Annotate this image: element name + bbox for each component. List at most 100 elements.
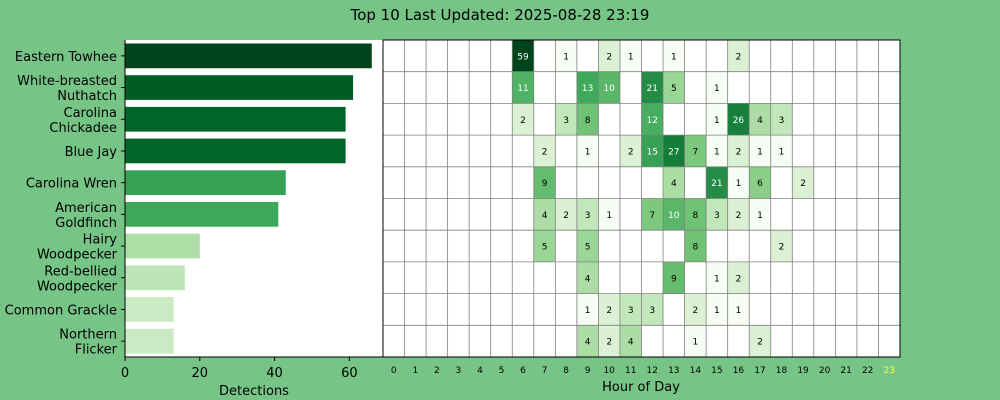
heatmap-cell — [727, 135, 750, 167]
hour-tick-label: 16 — [733, 366, 745, 376]
heatmap-cell-label: 15 — [647, 147, 658, 157]
heatmap-cell — [576, 261, 599, 294]
heatmap-cell — [663, 166, 685, 199]
heatmap-cell-label: 2 — [779, 243, 785, 253]
bar-category-label: Eastern Towhee — [15, 50, 117, 65]
hour-tick-label: 13 — [668, 366, 679, 376]
bar — [125, 75, 354, 100]
heatmap-cell — [598, 71, 620, 104]
heatmap-cell — [684, 135, 707, 167]
heatmap-cell — [663, 40, 685, 72]
heatmap-cell-label: 2 — [736, 52, 742, 62]
bar-x-axis-label: Detections — [219, 384, 289, 399]
heatmap-frame — [382, 39, 901, 358]
heatmap-cell-label: 1 — [671, 52, 677, 62]
heatmap-cell-label: 2 — [800, 179, 806, 189]
bar-category-label: Carolina Wren — [26, 177, 117, 192]
heatmap-cell — [663, 135, 685, 167]
chart-title: Top 10 Last Updated: 2025-08-28 23:19 — [350, 6, 650, 24]
bar — [125, 233, 200, 259]
heatmap-cell — [727, 261, 750, 294]
bar-category-label: Common Grackle — [5, 303, 117, 318]
heatmap-cell-label: 4 — [585, 338, 591, 348]
hour-tick-label: 1 — [412, 366, 418, 376]
heatmap-cell — [598, 40, 620, 72]
heatmap-cell — [749, 135, 771, 167]
heatmap-cell — [512, 40, 534, 72]
hour-tick-label: 23 — [884, 366, 895, 376]
heatmap-cell-label: 8 — [692, 243, 698, 253]
heatmap-cell — [706, 135, 728, 167]
hour-tick-label: 10 — [603, 366, 615, 376]
heatmap-cell-label: 1 — [714, 116, 720, 126]
heatmap-cell-label: 1 — [714, 84, 720, 94]
heatmap-cell — [663, 261, 685, 294]
bar-category-label-line: Goldfinch — [55, 216, 117, 231]
hour-tick-label: 17 — [754, 366, 765, 376]
heatmap-cell-label: 3 — [714, 211, 720, 221]
hour-tick-label: 9 — [585, 366, 591, 376]
heatmap-cell — [706, 71, 728, 104]
hour-tick-label: 20 — [819, 366, 831, 376]
bar-category-label-line: Woodpecker — [37, 279, 118, 294]
heatmap-cell-label: 2 — [563, 211, 569, 221]
heatmap-cell-label: 1 — [714, 274, 720, 284]
heatmap-cell — [576, 135, 599, 167]
heatmap-cell — [770, 135, 793, 167]
bar — [125, 297, 174, 322]
heatmap-cell-label: 26 — [733, 116, 745, 126]
heatmap-cell-label: 1 — [714, 306, 720, 316]
heatmap-cell-label: 21 — [647, 84, 658, 94]
hour-tick-label: 7 — [542, 366, 548, 376]
bar — [125, 201, 279, 227]
heatmap-cell-label: 1 — [757, 147, 763, 157]
heatmap-cell — [684, 325, 707, 357]
bar — [125, 138, 346, 164]
hour-tick-label: 2 — [434, 366, 440, 376]
bar-x-tick-label: 20 — [192, 366, 209, 381]
bar-category-label: Red-bellied Woodpecker — [37, 264, 118, 294]
heatmap-cell — [727, 198, 750, 231]
heatmap-cell — [727, 166, 750, 199]
heatmap-cell — [576, 71, 599, 104]
heatmap-cell — [770, 103, 793, 136]
heatmap-cell-label: 2 — [520, 116, 526, 126]
heatmap-cell — [641, 198, 664, 231]
heatmap-cell — [706, 198, 728, 231]
heatmap-cell-label: 2 — [542, 147, 548, 157]
heatmap-cell-label: 7 — [649, 211, 655, 221]
heatmap-cell — [706, 103, 728, 136]
bar-category-label-line: Chickadee — [49, 121, 117, 136]
bar — [125, 328, 174, 354]
heatmap-cell-label: 4 — [585, 274, 591, 284]
heatmap-cell-label: 27 — [668, 147, 679, 157]
hour-tick-label: 11 — [625, 366, 636, 376]
heatmap-cell-label: 4 — [542, 211, 548, 221]
heatmap-cell — [598, 198, 620, 231]
heatmap-cell-label: 3 — [563, 116, 569, 126]
heatmap-cell — [555, 103, 577, 136]
heatmap-cell-label: 8 — [585, 116, 591, 126]
bar — [125, 43, 372, 69]
heatmap-cell-label: 1 — [757, 211, 763, 221]
heatmap-cell — [533, 230, 556, 262]
heatmap-cell-label: 1 — [714, 147, 720, 157]
heatmap-cell — [619, 325, 642, 357]
bar-category-label: Carolina Chickadee — [49, 106, 117, 136]
heatmap-cell — [663, 198, 685, 231]
heatmap-cell — [770, 230, 793, 262]
heatmap-cell-label: 13 — [582, 84, 593, 94]
heatmap-cell-label: 4 — [628, 338, 634, 348]
heatmap-cell-label: 2 — [736, 274, 742, 284]
heatmap-cell-label: 3 — [649, 306, 655, 316]
hour-tick-label: 18 — [776, 366, 788, 376]
heatmap-cell-label: 3 — [779, 116, 785, 126]
heatmap-cell-label: 1 — [692, 338, 698, 348]
heatmap-cell-label: 9 — [542, 179, 548, 189]
bar-category-label-line: Hairy — [83, 233, 118, 248]
bar-category-label-line: Red-bellied — [44, 264, 117, 279]
heatmap-cell-label: 2 — [692, 306, 698, 316]
heatmap-x-axis-label: Hour of Day — [602, 380, 680, 395]
